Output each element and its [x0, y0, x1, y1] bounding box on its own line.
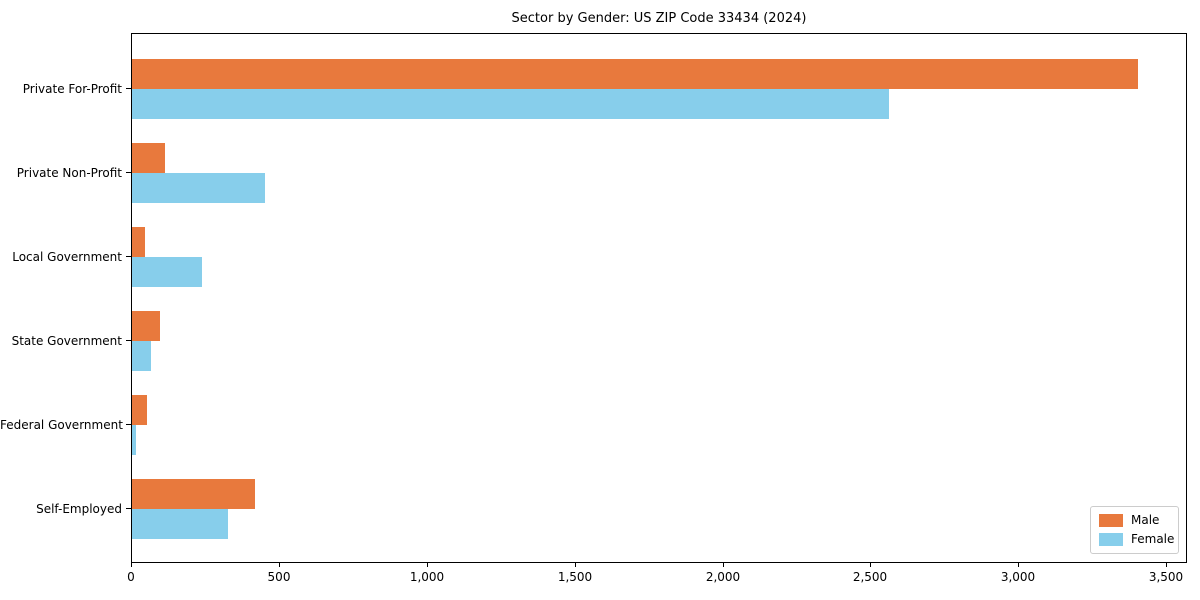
bar-male-2	[132, 227, 145, 257]
x-tick-label: 500	[267, 570, 291, 584]
x-tick-label: 3,500	[1148, 570, 1184, 584]
bar-female-0	[132, 89, 889, 119]
legend-item-female: Female	[1099, 533, 1174, 546]
chart-title: Sector by Gender: US ZIP Code 33434 (202…	[511, 11, 807, 26]
bar-female-3	[132, 341, 151, 371]
y-tick-mark	[126, 256, 131, 257]
x-tick-mark	[1166, 563, 1167, 567]
bar-female-4	[132, 425, 136, 455]
plot-area	[131, 33, 1187, 563]
y-tick-label: Federal Government	[0, 418, 123, 432]
bar-male-5	[132, 479, 255, 509]
bar-female-5	[132, 509, 228, 539]
y-tick-label: Local Government	[12, 250, 122, 264]
x-tick-label: 1,000	[409, 570, 445, 584]
x-tick-label: 2,500	[852, 570, 888, 584]
bar-male-3	[132, 311, 160, 341]
x-tick-mark	[427, 563, 428, 567]
x-tick-mark	[575, 563, 576, 567]
x-tick-mark	[1018, 563, 1019, 567]
legend: Male Female	[1090, 506, 1179, 554]
y-tick-label: Private Non-Profit	[16, 166, 122, 180]
legend-label-male: Male	[1131, 513, 1160, 527]
bar-female-2	[132, 257, 202, 287]
y-tick-label: State Government	[11, 334, 122, 348]
bar-male-0	[132, 59, 1138, 89]
y-tick-mark	[126, 88, 131, 89]
x-tick-label: 3,000	[1000, 570, 1036, 584]
legend-swatch-male	[1099, 514, 1123, 527]
x-tick-label: 2,000	[705, 570, 741, 584]
y-tick-mark	[126, 508, 131, 509]
legend-swatch-female	[1099, 533, 1123, 546]
x-tick-mark	[723, 563, 724, 567]
bar-male-1	[132, 143, 165, 173]
x-tick-mark	[131, 563, 132, 567]
y-tick-label: Self-Employed	[36, 502, 122, 516]
legend-item-male: Male	[1099, 514, 1170, 527]
x-tick-label: 0	[127, 570, 135, 584]
x-tick-mark	[870, 563, 871, 567]
legend-label-female: Female	[1131, 532, 1175, 546]
x-tick-label: 1,500	[557, 570, 593, 584]
y-tick-mark	[126, 424, 131, 425]
y-tick-mark	[126, 340, 131, 341]
y-tick-label: Private For-Profit	[22, 82, 122, 96]
x-tick-mark	[279, 563, 280, 567]
y-tick-mark	[126, 172, 131, 173]
bar-male-4	[132, 395, 147, 425]
bar-female-1	[132, 173, 265, 203]
